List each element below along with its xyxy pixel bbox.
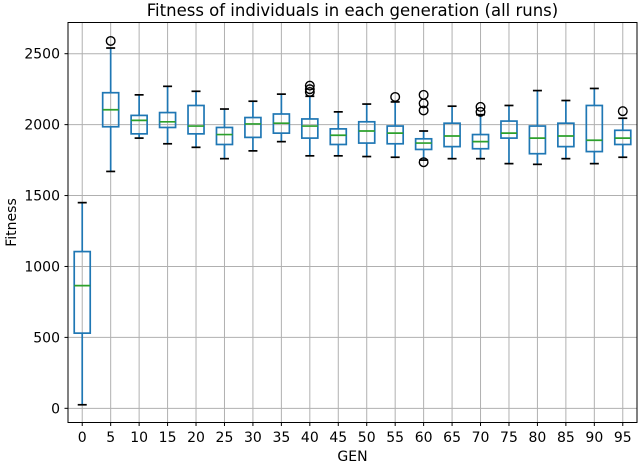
iqr-box [357, 120, 376, 144]
iqr-box [187, 104, 205, 135]
boxplot-gen-95 [613, 106, 632, 159]
x-tick-label: 70 [472, 430, 490, 446]
boxplot-gen-80 [528, 89, 547, 166]
boxplot-gen-60 [414, 89, 433, 168]
iqr-box [329, 128, 348, 146]
boxplot-gen-25 [215, 108, 234, 160]
x-tick-label: 45 [329, 430, 347, 446]
x-tick-label: 60 [415, 430, 433, 446]
x-tick-label: 5 [106, 430, 115, 446]
y-tick-label: 1500 [24, 189, 60, 205]
boxplot-gen-70 [471, 101, 490, 160]
grid-layer [68, 22, 637, 423]
x-axis-label: GEN [337, 449, 367, 465]
boxplot-gen-45 [329, 111, 348, 157]
outlier-point [418, 157, 429, 168]
iqr-box [158, 111, 177, 129]
x-tick-label: 40 [301, 430, 319, 446]
iqr-box [414, 137, 433, 151]
boxplots-layer [73, 35, 632, 406]
boxplot-gen-0 [73, 201, 92, 406]
boxplot-gen-15 [158, 85, 177, 145]
outlier-point [418, 89, 429, 100]
boxplot-gen-40 [300, 80, 319, 157]
y-tick-label: 2500 [24, 47, 60, 63]
x-tick-label: 95 [614, 430, 632, 446]
boxplot-gen-55 [386, 91, 405, 159]
iqr-box [300, 118, 319, 139]
x-tick-label: 15 [159, 430, 177, 446]
x-tick-label: 75 [500, 430, 518, 446]
boxplot-gen-20 [187, 90, 205, 149]
outlier-point [390, 91, 401, 102]
plot-border [67, 22, 638, 423]
iqr-box [557, 122, 575, 148]
outlier-point [105, 35, 116, 46]
boxplot-gen-75 [500, 104, 518, 165]
x-tick-label: 0 [78, 430, 87, 446]
x-tick-label: 50 [358, 430, 376, 446]
boxplot-gen-85 [557, 99, 575, 160]
boxplot-gen-35 [272, 93, 291, 143]
iqr-box [130, 114, 148, 135]
x-tick-label: 35 [272, 430, 290, 446]
x-tick-label: 90 [585, 430, 603, 446]
y-tick-label: 1000 [24, 259, 60, 275]
outlier-point [617, 106, 628, 117]
iqr-box [244, 116, 262, 139]
boxplot-gen-90 [585, 87, 604, 165]
x-tick-label: 30 [244, 430, 262, 446]
iqr-box [73, 250, 92, 334]
outlier-point [418, 105, 429, 116]
chart-title: Fitness of individuals in each generatio… [147, 1, 558, 20]
iqr-box [528, 125, 547, 155]
boxplot-gen-10 [130, 93, 148, 139]
x-tick-label: 55 [386, 430, 404, 446]
outlier-point [304, 87, 315, 98]
outlier-point [475, 106, 486, 117]
x-tick-label: 25 [216, 430, 234, 446]
boxplot-gen-65 [443, 105, 461, 160]
iqr-box [500, 120, 518, 139]
y-tick-label: 0 [51, 401, 60, 417]
x-tick-label: 65 [443, 430, 461, 446]
outlier-point [304, 84, 315, 95]
iqr-box [443, 122, 461, 148]
axis-ticks-layer: 0 5 10 15 20 25 30 35 40 45 50 55 60 65 70 75 80 85 90 95 0 5… [24, 47, 631, 446]
y-tick-label: 2000 [24, 118, 60, 134]
boxplot-gen-5 [101, 35, 120, 173]
x-tick-label: 10 [130, 430, 148, 446]
outlier-point [304, 80, 315, 91]
iqr-box [585, 104, 604, 153]
iqr-box [386, 125, 405, 145]
outlier-point [475, 101, 486, 112]
boxplot-gen-30 [244, 100, 262, 152]
x-tick-label: 80 [529, 430, 547, 446]
y-tick-label: 500 [33, 330, 60, 346]
x-tick-label: 85 [557, 430, 575, 446]
x-tick-label: 20 [187, 430, 205, 446]
iqr-box [215, 126, 234, 146]
y-axis-label: Fitness [4, 198, 20, 247]
boxplot-gen-50 [357, 103, 376, 158]
